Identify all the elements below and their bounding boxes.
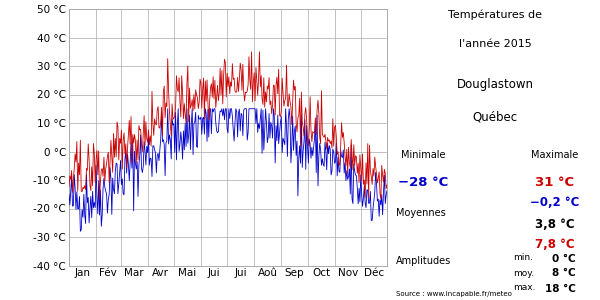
Text: max.: max. <box>513 284 536 292</box>
Text: −0,2 °C: −0,2 °C <box>530 196 580 209</box>
Text: 7,8 °C: 7,8 °C <box>535 238 575 251</box>
Text: Maximale: Maximale <box>532 150 578 160</box>
Text: Amplitudes: Amplitudes <box>396 256 451 266</box>
Text: 0 °C: 0 °C <box>553 254 576 263</box>
Text: Douglastown: Douglastown <box>457 78 533 91</box>
Text: moy.: moy. <box>513 268 534 278</box>
Text: Moyennes: Moyennes <box>396 208 446 218</box>
Text: Québec: Québec <box>472 111 518 124</box>
Text: 18 °C: 18 °C <box>545 284 576 293</box>
Text: 8 °C: 8 °C <box>553 268 576 278</box>
Text: −28 °C: −28 °C <box>398 176 448 188</box>
Text: l'année 2015: l'année 2015 <box>458 39 532 49</box>
Text: 3,8 °C: 3,8 °C <box>535 218 575 230</box>
Text: Températures de: Températures de <box>448 9 542 20</box>
Text: Source : www.incapable.fr/meteo: Source : www.incapable.fr/meteo <box>396 291 512 297</box>
Text: Minimale: Minimale <box>401 150 445 160</box>
Text: min.: min. <box>513 254 533 262</box>
Text: 31 °C: 31 °C <box>535 176 575 188</box>
